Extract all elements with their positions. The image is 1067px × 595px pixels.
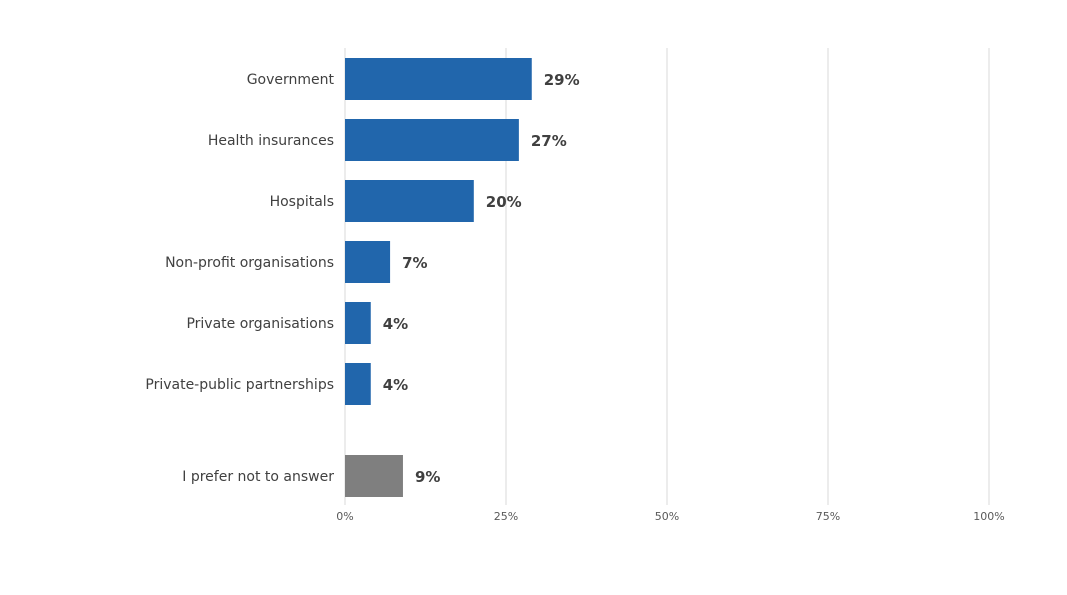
category-label: Non-profit organisations (165, 255, 334, 271)
x-tick-label: 50% (655, 510, 679, 523)
data-label: 20% (486, 193, 522, 211)
bar (345, 180, 474, 222)
bar (345, 302, 371, 344)
data-label: 4% (383, 315, 408, 333)
x-tick-label: 0% (336, 510, 353, 523)
bar (345, 455, 403, 497)
bar (345, 119, 519, 161)
bar (345, 58, 532, 100)
category-label: I prefer not to answer (182, 469, 334, 485)
data-label: 29% (544, 71, 580, 89)
bar (345, 241, 391, 283)
x-tick-label: 25% (494, 510, 518, 523)
category-label: Private-public partnerships (145, 377, 334, 393)
x-tick-label: 100% (973, 510, 1004, 523)
data-label: 27% (531, 132, 567, 150)
bar (345, 363, 371, 405)
data-label: 7% (402, 254, 427, 272)
category-label: Government (247, 72, 335, 88)
category-label: Health insurances (208, 133, 334, 149)
category-label: Private organisations (186, 316, 334, 332)
data-label: 4% (383, 376, 408, 394)
data-label: 9% (415, 468, 440, 486)
x-tick-label: 75% (816, 510, 840, 523)
category-label: Hospitals (270, 194, 334, 210)
